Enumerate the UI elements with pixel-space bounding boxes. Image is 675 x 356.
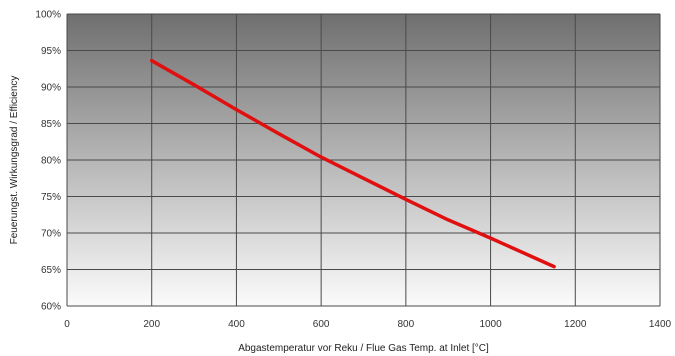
y-axis-tick-labels: 60% 65% 70% 75% 80% 85% 90% 95% 100% [35,10,61,313]
x-tick-label: 600 [313,319,330,330]
x-axis-tick-labels: 0 200 400 600 800 1000 1200 1400 [64,319,671,330]
x-axis-title: Abgastemperatur vor Reku / Flue Gas Temp… [238,343,489,354]
y-tick-label: 90% [41,83,61,94]
x-tick-label: 1400 [649,319,672,330]
y-tick-label: 85% [41,119,61,130]
x-tick-label: 400 [228,319,245,330]
x-tick-label: 0 [64,319,70,330]
x-tick-label: 200 [143,319,160,330]
y-tick-label: 80% [41,156,61,167]
y-tick-label: 75% [41,192,61,203]
x-tick-label: 1000 [479,319,502,330]
y-tick-label: 100% [35,10,61,21]
y-tick-label: 95% [41,46,61,57]
y-tick-label: 65% [41,265,61,276]
x-tick-label: 800 [398,319,415,330]
series-lines [149,58,556,269]
x-tick-label: 1200 [564,319,587,330]
grid-lines [66,13,661,307]
y-tick-label: 60% [41,302,61,313]
y-axis-title: Feuerungst. Wirkungsgrad / Efficiency [9,76,20,245]
y-tick-label: 70% [41,229,61,240]
efficiency-series-line [149,58,556,269]
